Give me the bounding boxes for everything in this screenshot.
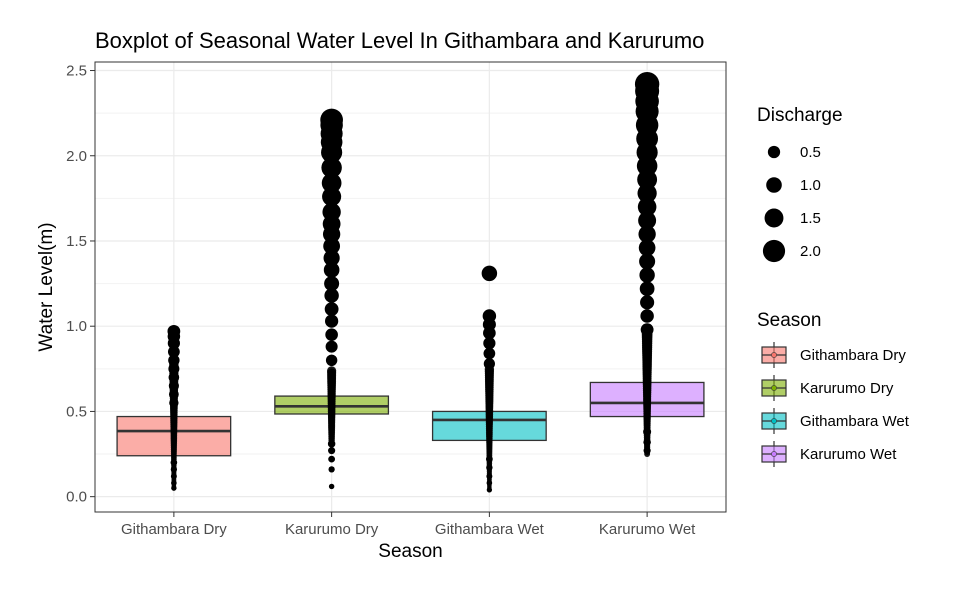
legend-season-dot	[771, 418, 777, 424]
x-tick-label: Githambara Wet	[435, 521, 545, 538]
outlier-point	[634, 71, 660, 97]
outlier-point	[637, 183, 657, 203]
outlier-point	[328, 447, 336, 455]
outlier-point	[482, 309, 497, 323]
outlier-point	[638, 225, 656, 243]
plot-panel-border	[94, 61, 727, 513]
outlier-point	[483, 337, 496, 350]
outlier-point	[323, 249, 340, 267]
legend-season-title: Season	[757, 310, 821, 331]
outlier-point	[640, 295, 655, 310]
legend-discharge-label: 0.5	[800, 144, 821, 161]
outlier-point	[321, 173, 342, 193]
x-tick-label: Karurumo Wet	[599, 521, 696, 538]
legend-season-dot	[771, 385, 777, 391]
outlier-point	[637, 197, 657, 217]
outlier-point	[325, 328, 338, 342]
outlier-point	[328, 455, 336, 463]
x-tick-label: Karurumo Dry	[285, 521, 379, 538]
outlier-point	[324, 302, 339, 317]
data-point	[484, 364, 495, 374]
legend-discharge-key	[767, 145, 781, 159]
outlier-point	[328, 483, 335, 490]
point-layer	[167, 71, 660, 493]
legend-season-label: Karurumo Dry	[800, 380, 894, 397]
y-tick-label: 0.0	[66, 489, 87, 506]
legend-discharge-key	[766, 177, 782, 193]
outlier-point	[324, 276, 340, 292]
outlier-point	[325, 314, 339, 328]
y-tick-label: 2.5	[66, 63, 87, 80]
outlier-point	[640, 309, 654, 323]
legend-season-dot	[771, 451, 777, 457]
outlier-point	[324, 288, 339, 303]
outlier-point	[328, 466, 335, 473]
chart-title: Boxplot of Seasonal Water Level In Githa…	[95, 28, 704, 53]
data-point	[169, 356, 179, 367]
y-tick-label: 1.5	[66, 233, 87, 250]
y-tick-label: 1.0	[66, 318, 87, 335]
legend-season: Season Githambara Dry Karurumo Dry Githamb…	[757, 310, 910, 467]
legend-discharge-title: Discharge	[757, 105, 843, 126]
outlier-point	[481, 265, 498, 282]
outlier-point	[322, 202, 341, 222]
outlier-point	[167, 324, 181, 338]
outlier-point	[638, 211, 657, 230]
outlier-point	[321, 157, 342, 178]
outlier-point	[638, 239, 656, 257]
legend-season-label: Githambara Wet	[800, 413, 910, 430]
outlier-point	[323, 237, 341, 255]
legend-discharge-key	[764, 208, 784, 228]
legend-discharge-label: 1.5	[800, 210, 821, 227]
data-point	[641, 327, 653, 339]
outlier-point	[639, 281, 655, 297]
legend-discharge-label: 2.0	[800, 243, 821, 260]
data-point	[326, 366, 337, 376]
outlier-point	[639, 253, 656, 270]
outlier-point	[325, 340, 338, 353]
legend-season-label: Githambara Dry	[800, 347, 906, 364]
legend-discharge-key	[762, 239, 786, 263]
legend-discharge-label: 1.0	[800, 177, 821, 194]
y-tick-label: 0.5	[66, 403, 87, 420]
y-tick-label: 2.0	[66, 148, 87, 165]
axis-layer: 0.0 0.5 1.0 1.5 2.0 2.5 Githambara Dry Karurumo…	[66, 63, 696, 538]
outlier-point	[320, 108, 343, 132]
outlier-point	[323, 262, 340, 278]
outlier-point	[325, 354, 338, 366]
x-tick-label: Githambara Dry	[121, 521, 227, 538]
legend-season-label: Karurumo Wet	[800, 446, 897, 463]
outlier-point	[483, 347, 496, 360]
y-axis-title: Water Level(m)	[36, 222, 57, 351]
outlier-point	[167, 345, 180, 358]
legend-season-dot	[771, 352, 777, 358]
legend-discharge: Discharge 0.5 1.0 1.5 2.0	[757, 105, 843, 263]
x-axis-title: Season	[378, 541, 442, 562]
outlier-point	[322, 187, 342, 207]
outlier-point	[639, 267, 655, 283]
